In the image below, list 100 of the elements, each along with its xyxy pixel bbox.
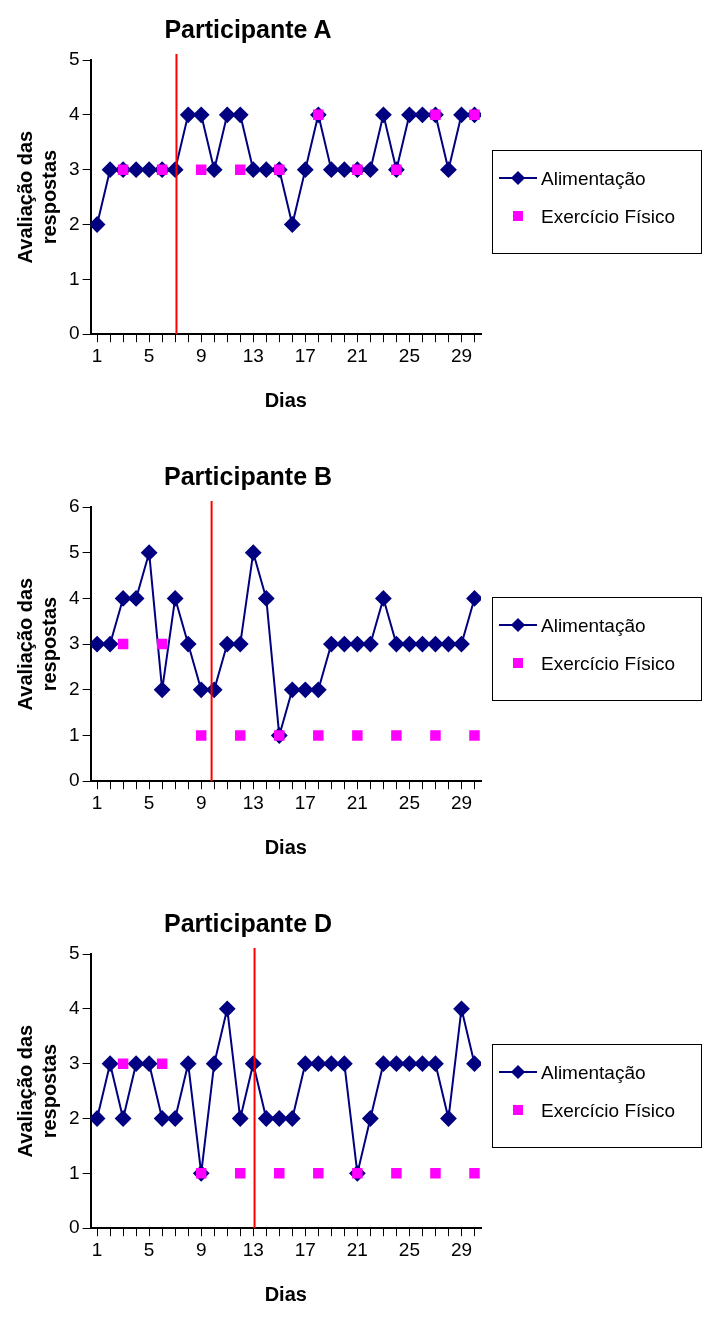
point bbox=[284, 1110, 301, 1127]
legend-label: Exercício Físico bbox=[541, 1099, 676, 1123]
point bbox=[336, 636, 353, 653]
point bbox=[466, 1055, 481, 1072]
point bbox=[193, 681, 210, 698]
point bbox=[284, 681, 301, 698]
x-tick-label: 17 bbox=[294, 344, 316, 366]
point bbox=[401, 106, 418, 123]
point bbox=[154, 1110, 171, 1127]
point bbox=[206, 161, 223, 178]
point bbox=[258, 1110, 275, 1127]
x-tick-label: 21 bbox=[346, 1238, 368, 1260]
point bbox=[232, 1110, 249, 1127]
x-axis-title: Dias bbox=[264, 388, 307, 411]
legend-label: Exercício Físico bbox=[541, 652, 676, 676]
y-tick-label: 2 bbox=[68, 212, 80, 234]
point bbox=[362, 1110, 379, 1127]
point bbox=[297, 681, 314, 698]
point bbox=[258, 161, 275, 178]
point bbox=[180, 106, 197, 123]
point bbox=[469, 730, 480, 741]
x-axis-title: Dias bbox=[264, 1282, 307, 1305]
point bbox=[430, 1168, 441, 1179]
x-tick-label: 25 bbox=[398, 344, 420, 366]
point bbox=[219, 106, 236, 123]
y-tick-label: 1 bbox=[68, 267, 80, 289]
point bbox=[156, 638, 168, 650]
point bbox=[117, 638, 129, 650]
x-tick-label: 5 bbox=[143, 1238, 155, 1260]
point bbox=[453, 106, 470, 123]
x-tick-label: 5 bbox=[143, 791, 155, 813]
point bbox=[245, 161, 262, 178]
point bbox=[297, 161, 314, 178]
x-axis-title: Dias bbox=[264, 835, 307, 858]
x-tick-label: 29 bbox=[450, 791, 473, 813]
y-tick-label: 4 bbox=[68, 997, 80, 1019]
point bbox=[180, 1055, 197, 1072]
x-tick-label: 21 bbox=[346, 344, 368, 366]
y-axis-title: Avaliação das respostas bbox=[13, 577, 60, 711]
y-tick-label: 5 bbox=[68, 540, 80, 562]
point bbox=[102, 636, 119, 653]
point bbox=[154, 681, 171, 698]
x-tick-label: 1 bbox=[91, 1238, 103, 1260]
y-tick-label: 3 bbox=[68, 157, 80, 179]
y-tick-label: 0 bbox=[68, 769, 80, 791]
y-tick-label: 2 bbox=[68, 678, 80, 700]
point bbox=[232, 636, 249, 653]
y-axis-title: Avaliação das respostas bbox=[13, 130, 60, 264]
point bbox=[284, 216, 301, 233]
point bbox=[219, 1000, 236, 1017]
y-tick-label: 4 bbox=[68, 586, 80, 608]
point bbox=[195, 164, 207, 175]
x-tick-label: 9 bbox=[195, 791, 207, 813]
point bbox=[375, 106, 392, 123]
point bbox=[388, 636, 405, 653]
y-tick-label: 1 bbox=[68, 723, 80, 745]
x-tick-label: 21 bbox=[346, 791, 368, 813]
point bbox=[90, 636, 106, 653]
point bbox=[469, 1168, 480, 1179]
point bbox=[313, 730, 324, 741]
point bbox=[362, 636, 379, 653]
point bbox=[206, 1055, 223, 1072]
point bbox=[440, 1110, 457, 1127]
point bbox=[271, 1110, 288, 1127]
y-tick-label: 1 bbox=[68, 1161, 80, 1183]
point bbox=[234, 164, 246, 175]
point bbox=[430, 730, 441, 741]
point bbox=[336, 1055, 353, 1072]
point bbox=[297, 1055, 314, 1072]
point bbox=[336, 161, 353, 178]
legend-label: Alimentação bbox=[541, 614, 646, 638]
point bbox=[391, 1168, 402, 1179]
point bbox=[234, 730, 246, 741]
x-tick-label: 25 bbox=[398, 1238, 420, 1260]
point bbox=[388, 1055, 405, 1072]
point bbox=[375, 1055, 392, 1072]
y-tick-label: 5 bbox=[68, 48, 80, 70]
point bbox=[466, 590, 481, 607]
point bbox=[141, 1055, 158, 1072]
point bbox=[375, 590, 392, 607]
point bbox=[414, 106, 431, 123]
chart-title: Participante B bbox=[163, 461, 333, 490]
point bbox=[453, 636, 470, 653]
y-tick-label: 5 bbox=[68, 942, 80, 964]
chart-title: Participante A bbox=[164, 14, 332, 43]
x-tick-label: 9 bbox=[195, 1238, 207, 1260]
point bbox=[310, 1055, 327, 1072]
point bbox=[193, 106, 210, 123]
x-tick-label: 17 bbox=[294, 1238, 316, 1260]
point bbox=[117, 1058, 129, 1069]
x-tick-label: 25 bbox=[398, 791, 420, 813]
point bbox=[102, 161, 119, 178]
point bbox=[141, 544, 158, 561]
point bbox=[232, 106, 249, 123]
point bbox=[128, 1055, 145, 1072]
x-tick-label: 29 bbox=[450, 344, 473, 366]
point bbox=[90, 1110, 106, 1127]
legend-label: Exercício Físico bbox=[541, 205, 676, 229]
y-tick-label: 3 bbox=[68, 632, 80, 654]
point bbox=[323, 1055, 340, 1072]
